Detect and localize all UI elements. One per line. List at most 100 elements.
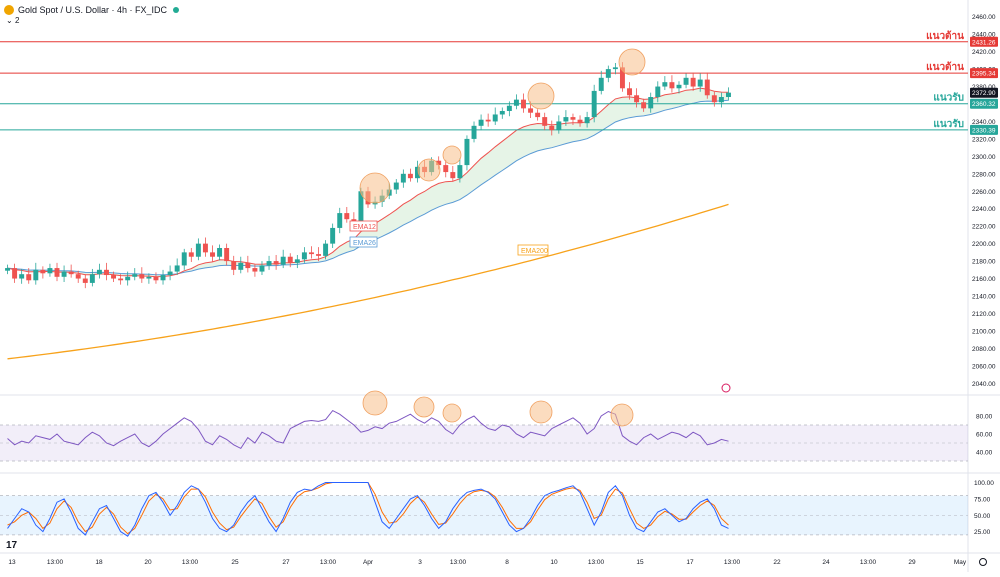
candle [308,252,314,255]
candle [549,125,555,131]
price-tick-label: 2300.00 [972,154,996,161]
time-tick-label: 13:00 [860,559,877,566]
candle [160,275,166,281]
time-tick-label: Apr [363,559,374,566]
candle [358,191,364,222]
candle [577,119,583,124]
candle [513,99,519,106]
price-tick-label: 2120.00 [972,311,996,318]
candle [19,274,25,279]
time-tick-label: 17 [686,559,694,566]
rsi-line [7,409,729,450]
price-tick-label: 2180.00 [972,259,996,266]
candle [591,90,597,118]
chevron-down-icon: ⌄ [6,16,13,25]
time-tick-label: 29 [908,559,916,566]
candle [683,77,689,85]
highlight-circle [618,48,646,76]
candle [443,165,449,173]
candle [273,261,279,265]
candle [238,262,244,270]
resistance-price-tag [970,36,998,47]
candle [521,99,526,109]
candle [125,276,131,281]
symbol-title[interactable]: Gold Spot / U.S. Dollar · 4h · FX_IDC [18,5,168,15]
tradingview-logo-icon: 17 [6,540,18,551]
candle [82,278,88,283]
candle [450,172,456,179]
ema26-label: EMA26 [353,240,376,247]
chart-header: Gold Spot / U.S. Dollar · 4h · FX_IDC [4,3,180,17]
stoch-tick-label: 25.00 [974,529,991,536]
candle [612,67,618,70]
candle [287,256,293,263]
support-price-tag [970,124,998,135]
candle [104,269,109,276]
time-tick-label: 18 [95,559,103,566]
candle [54,268,60,277]
price-tick-label: 2340.00 [972,119,996,126]
candle [598,77,604,91]
time-tick-label: 13:00 [182,559,199,566]
time-tick-label: 8 [505,559,509,566]
price-tick-label: 2140.00 [972,294,996,301]
candle [146,276,152,279]
candle [153,276,159,281]
resistance-price-tag-label: 2395.34 [972,71,996,78]
candle [323,243,329,256]
support-price-tag-label: 2330.39 [972,127,996,134]
candle [210,252,215,257]
price-tick-label: 2160.00 [972,276,996,283]
ema12-label-box [349,220,378,232]
time-tick-label: 27 [282,559,290,566]
candle [33,269,39,281]
time-tick-label: 15 [636,559,644,566]
candle [627,88,632,96]
candle [690,77,696,87]
price-tick-label: 2320.00 [972,136,996,143]
candle [718,97,724,103]
candle [711,95,717,103]
candle [676,84,682,89]
stoch-tick-label: 50.00 [974,513,991,520]
price-tick-label: 2240.00 [972,206,996,213]
candle [584,117,590,124]
settings-gear-icon [979,558,987,566]
candle [5,268,11,271]
candle [96,269,102,275]
resistance-level-label: แนวต้าน [926,30,964,42]
candle [415,166,420,179]
candle [725,92,731,98]
candle [111,275,117,279]
candle [556,121,562,131]
support-price-tag-label: 2360.32 [972,101,996,108]
candle [478,119,484,126]
support-level-label: แนวรับ [933,118,964,130]
candle [704,79,710,96]
candle [457,165,463,179]
candle [294,259,300,263]
time-tick-label: 3 [418,559,422,566]
candle [252,268,258,272]
candle [68,271,74,275]
candle [436,160,442,166]
price-tick-label: 2220.00 [972,224,996,231]
rsi-tick-label: 40.00 [976,450,993,457]
indicator-count: 2 [14,16,20,25]
candle [393,182,399,190]
time-tick-label: 25 [231,559,239,566]
candle [634,95,640,103]
resistance-price-tag-label: 2431.26 [972,39,996,46]
indicator-toggle[interactable]: ⌄ 2 [6,16,19,25]
price-tick-label: 2280.00 [972,171,996,178]
rsi-tick-label: 60.00 [976,432,993,439]
price-tick-label: 2460.00 [972,14,996,21]
time-tick-label: 13:00 [588,559,605,566]
time-tick-label: 13:00 [450,559,467,566]
last-price-label: 2372.90 [972,90,996,97]
candle [217,248,223,257]
candle [400,173,406,183]
candle [605,69,611,78]
